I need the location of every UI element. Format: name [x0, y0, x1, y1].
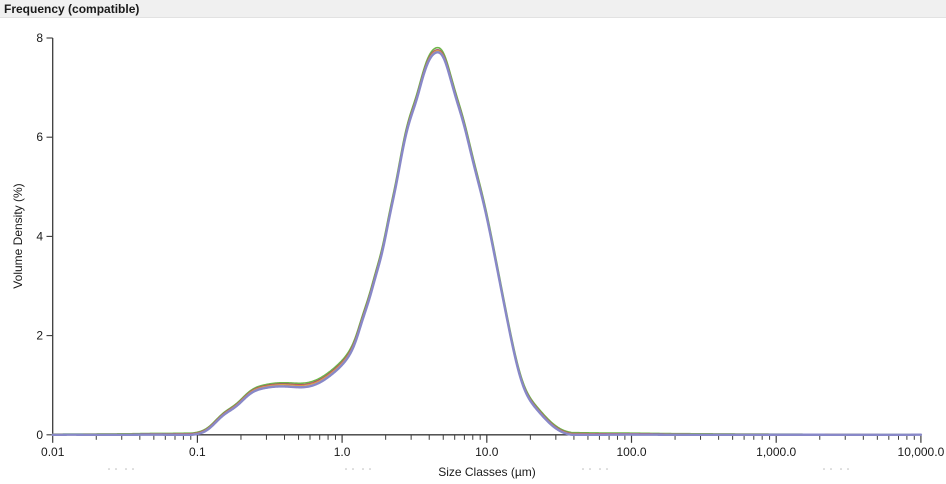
- svg-text:Size Classes (µm): Size Classes (µm): [438, 465, 536, 479]
- svg-text:Volume Density (%): Volume Density (%): [11, 183, 25, 288]
- svg-text:10,000.0: 10,000.0: [898, 445, 945, 459]
- svg-text:1.0: 1.0: [334, 445, 351, 459]
- svg-text:1,000.0: 1,000.0: [756, 445, 796, 459]
- svg-text:6: 6: [36, 130, 43, 144]
- svg-text:100.0: 100.0: [616, 445, 646, 459]
- svg-text:0.01: 0.01: [41, 445, 65, 459]
- svg-text:10.0: 10.0: [475, 445, 499, 459]
- svg-text:0.1: 0.1: [189, 445, 206, 459]
- svg-text:4: 4: [36, 229, 43, 243]
- svg-text:0: 0: [36, 428, 43, 442]
- svg-text:2: 2: [36, 329, 43, 343]
- svg-text:8: 8: [36, 31, 43, 45]
